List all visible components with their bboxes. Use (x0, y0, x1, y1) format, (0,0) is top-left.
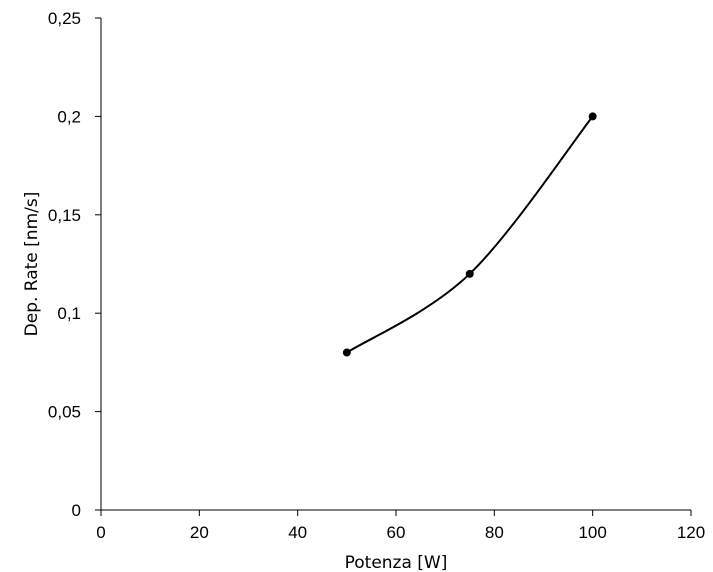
y-axis-title: Dep. Rate [nm/s] (22, 192, 42, 337)
y-tick-label: 0,25 (48, 9, 81, 28)
y-tick-label: 0,05 (48, 403, 81, 422)
series-line (346, 115, 594, 354)
y-axis-ticks: 0 0,05 0,1 0,15 0,2 0,25 (48, 9, 101, 520)
data-point (342, 348, 351, 357)
y-tick-label: 0,15 (48, 206, 81, 225)
x-axis-title: Potenza [W] (345, 553, 448, 572)
x-tick-label: 0 (96, 523, 105, 542)
x-tick-label: 100 (578, 523, 606, 542)
x-tick-label: 20 (190, 523, 209, 542)
y-tick-label: 0,1 (57, 304, 81, 323)
x-tick-label: 120 (677, 523, 705, 542)
x-tick-label: 80 (485, 523, 504, 542)
data-point (465, 269, 474, 278)
y-tick-label: 0,2 (57, 107, 81, 126)
y-tick-label: 0 (72, 501, 81, 520)
x-axis-ticks: 0 20 40 60 80 100 120 (96, 510, 705, 542)
series-layer (342, 112, 597, 357)
data-point (588, 112, 597, 121)
axes (100, 18, 691, 511)
x-tick-label: 40 (288, 523, 307, 542)
x-tick-label: 60 (387, 523, 406, 542)
